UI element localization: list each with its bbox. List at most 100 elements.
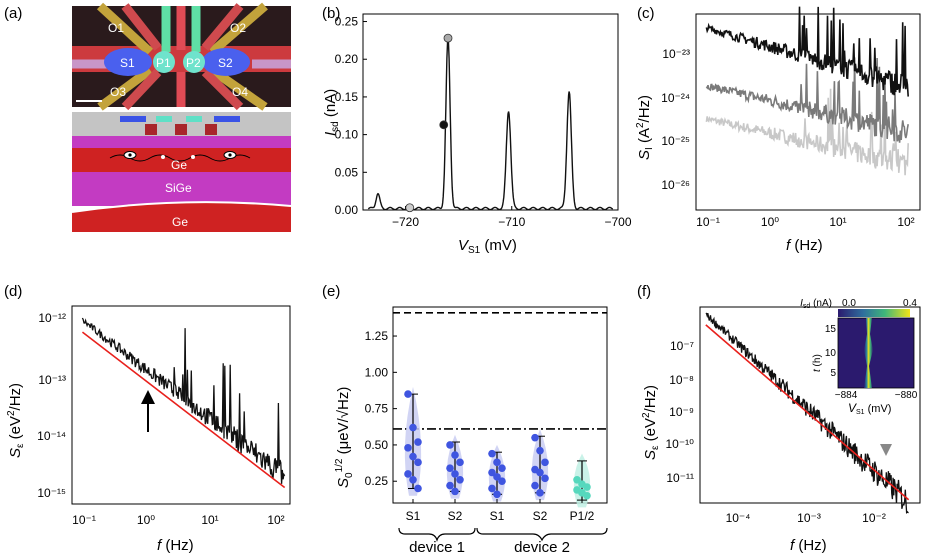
y-ticks-e: 0.25 0.50 0.75 1.00 1.25 — [365, 329, 397, 488]
eye-icon — [123, 151, 237, 159]
y-ticks-d: 10⁻¹² 10⁻¹³ 10⁻¹⁴ 10⁻¹⁵ — [37, 311, 66, 500]
gate-label-o4: O4 — [232, 85, 248, 99]
plot-frame-c — [695, 13, 921, 211]
inset-y-label: t (h) — [812, 354, 823, 372]
y-tick-label-b: 0.05 — [335, 165, 359, 179]
y-tick-label-b: 0.25 — [335, 15, 359, 29]
plot-frame-f — [699, 306, 921, 504]
data-point — [409, 423, 417, 432]
x-ticks-f: 10⁻⁴ 10⁻³ 10⁻² — [726, 511, 886, 525]
device-micrograph: O1 O2 S1 P1 P2 S2 O3 O4 — [72, 2, 291, 111]
y-axis-label-f: Sε (eV2/Hz) — [641, 385, 661, 460]
x-ticks-b: −720 −710 −700 — [392, 206, 632, 229]
x-tick-d: 10² — [267, 513, 284, 527]
y-axis-label-c: SI (A2/Hz) — [635, 95, 655, 160]
data-point — [451, 451, 459, 459]
y-tick-f: 10⁻¹⁰ — [666, 437, 695, 451]
gate-label-o3: O3 — [110, 85, 126, 99]
gate-label-s1: S1 — [120, 56, 135, 70]
x-tick-label-e: S1 — [490, 509, 505, 523]
y-tick-c: 10⁻²⁵ — [661, 134, 690, 148]
panel-label-c: (c) — [637, 5, 655, 22]
x-axis-label-d: f (Hz) — [157, 537, 194, 554]
triangle-marker-icon — [880, 444, 892, 456]
spectrum-line — [705, 312, 909, 514]
data-point — [446, 464, 454, 472]
y-tick-label-e: 0.25 — [365, 474, 389, 488]
inset-y-tick: 15 — [825, 324, 837, 335]
y-tick-label-e: 1.25 — [365, 329, 389, 343]
y-tick-f: 10⁻⁷ — [670, 339, 694, 353]
data-point — [451, 487, 459, 496]
y-tick-c: 10⁻²⁴ — [661, 91, 690, 105]
y-tick-d: 10⁻¹⁵ — [37, 486, 66, 500]
x-tick-label-e: S2 — [448, 509, 463, 523]
plot-frame-d — [71, 305, 291, 505]
data-point — [404, 470, 412, 478]
layer-label-sige: SiGe — [165, 181, 192, 195]
gate-label-p1: P1 — [156, 56, 171, 70]
panel-e: (e) 0.25 0.50 0.75 1.00 1.25 S1 S2 S1 S2 P1/2 de… — [322, 283, 608, 554]
plot-frame-e — [392, 306, 608, 504]
data-point — [446, 481, 454, 490]
data-point — [446, 441, 454, 449]
x-tick-f: 10⁻⁴ — [726, 511, 751, 525]
x-axis-label-c: f (Hz) — [786, 237, 823, 254]
data-point — [541, 474, 549, 483]
spectrum-line — [705, 88, 909, 176]
x-axis-label-b: VS1 (mV) — [458, 237, 517, 256]
y-tick-label-e: 0.75 — [365, 402, 389, 416]
y-tick-label-e: 1.00 — [365, 365, 389, 379]
resonance-stripe — [864, 318, 873, 388]
x-tick-c: 10⁰ — [761, 215, 779, 229]
data-point — [541, 458, 549, 467]
data-point — [536, 446, 544, 455]
data-point — [456, 458, 464, 467]
y-axis-label-e: S01/2 (μeV/√Hz) — [334, 387, 355, 488]
x-tick-f: 10⁻² — [862, 511, 886, 525]
data-point — [493, 458, 501, 467]
panel-f: (f) 10⁻⁴ 10⁻³ 10⁻² 10⁻⁷ 10⁻⁸ 10⁻⁹ 10⁻¹⁰ … — [637, 283, 921, 554]
noise-spectrum-f — [705, 312, 910, 514]
noise-spectra-c — [705, 6, 909, 176]
inset-x-tick: −884 — [835, 390, 858, 401]
y-tick-label-b: 0.20 — [335, 52, 359, 66]
data-point — [583, 491, 591, 500]
data-point — [536, 489, 544, 497]
panel-b: (b) 0.00 0.05 0.10 0.15 0.20 0.25 −720 −710 −70… — [322, 5, 632, 256]
data-point — [583, 483, 591, 491]
data-marker — [405, 203, 415, 213]
y-tick-f: 10⁻¹¹ — [666, 471, 694, 485]
y-tick-label-b: 0.10 — [335, 128, 359, 142]
panel-c: (c) 10⁻¹ 10⁰ 10¹ 10² 10⁻²³ 10⁻²⁴ 10⁻²⁵ 1… — [635, 5, 921, 254]
colorbar-title: Isd (nA) — [800, 298, 832, 310]
x-tick-c: 10¹ — [829, 215, 846, 229]
x-tick-d: 10⁰ — [137, 513, 155, 527]
gate-label-p2: P2 — [186, 56, 201, 70]
y-axis-label-b: Isd (nA) — [322, 89, 341, 136]
x-tick-label-b: −710 — [498, 215, 525, 229]
y-tick-d: 10⁻¹² — [38, 311, 66, 325]
y-ticks-f: 10⁻⁷ 10⁻⁸ 10⁻⁹ 10⁻¹⁰ 10⁻¹¹ — [666, 339, 695, 485]
inset-y-tick: 5 — [830, 368, 836, 379]
data-point — [531, 433, 539, 442]
inset-colormap: Isd (nA) 0.0 0.4 15 10 5 t (h) −884 −880… — [800, 298, 918, 416]
x-axis-label-f: f (Hz) — [790, 537, 827, 554]
y-tick-label-b: 0.00 — [335, 203, 359, 217]
gate-label-o1: O1 — [108, 21, 124, 35]
data-point — [531, 481, 539, 490]
y-tick-label-b: 0.15 — [335, 90, 359, 104]
x-tick-label-e: S2 — [533, 509, 548, 523]
data-point — [573, 475, 581, 484]
x-tick-c: 10² — [897, 215, 914, 229]
layer-label-ge-top: Ge — [171, 158, 187, 172]
panel-label-d: (d) — [4, 283, 22, 300]
x-tick-d: 10¹ — [201, 513, 218, 527]
y-tick-label-e: 0.50 — [365, 438, 389, 452]
data-point — [498, 477, 506, 486]
data-point — [488, 468, 496, 477]
noise-spectrum-d — [81, 317, 286, 489]
data-point — [488, 484, 496, 493]
data-point — [404, 390, 412, 398]
